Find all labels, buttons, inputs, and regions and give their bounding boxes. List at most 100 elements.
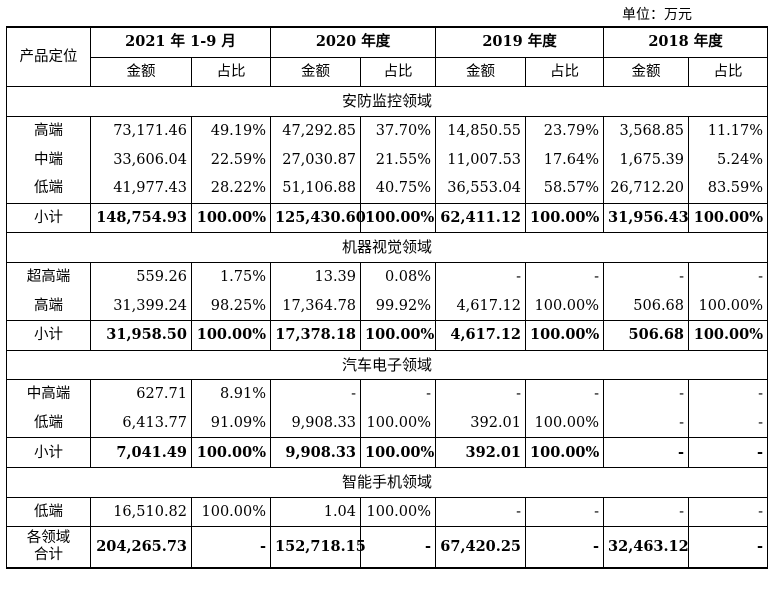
amount-cell: 6,413.77 xyxy=(90,408,192,438)
amount-header: 金额 xyxy=(435,56,527,88)
ratio-cell: 91.09% xyxy=(190,408,272,438)
ratio-cell: - xyxy=(688,437,769,468)
amount-cell: 17,378.18 xyxy=(270,319,362,351)
amount-cell: 16,510.82 xyxy=(90,497,192,527)
amount-cell: 31,958.50 xyxy=(90,319,192,351)
ratio-cell: - xyxy=(688,379,769,409)
ratio-cell: 40.75% xyxy=(360,173,437,204)
ratio-cell: - xyxy=(688,408,769,438)
grand-total-row: 各领域 合计 204,265.73-152,718.15-67,420.25-32,… xyxy=(6,526,769,570)
ratio-cell: 100.00% xyxy=(360,497,437,527)
amount-cell: 27,030.87 xyxy=(270,145,362,174)
ratio-header: 占比 xyxy=(688,56,769,88)
ratio-cell: 100.00% xyxy=(360,437,437,468)
row-label: 超高端 xyxy=(6,262,91,292)
amount-cell: 559.26 xyxy=(90,262,192,292)
amount-cell: 13.39 xyxy=(270,262,362,292)
ratio-cell: 22.59% xyxy=(190,145,272,174)
amount-header: 金额 xyxy=(90,56,192,88)
ratio-cell: - xyxy=(688,262,769,292)
grand-total-label-line2: 合计 xyxy=(34,547,63,564)
total-ratio-cell: - xyxy=(190,526,272,570)
ratio-header: 占比 xyxy=(190,56,272,88)
total-amount-cell: 67,420.25 xyxy=(435,526,527,570)
amount-cell: 4,617.12 xyxy=(435,291,527,321)
grand-total-label: 各领域 合计 xyxy=(6,526,91,570)
amount-cell: 7,041.49 xyxy=(90,437,192,468)
ratio-cell: 28.22% xyxy=(190,173,272,204)
ratio-cell: 100.00% xyxy=(688,319,769,351)
amount-cell: 17,364.78 xyxy=(270,291,362,321)
row-label: 高端 xyxy=(6,116,91,146)
amount-cell: 31,956.43 xyxy=(603,202,690,233)
ratio-cell: 0.08% xyxy=(360,262,437,292)
ratio-cell: 100.00% xyxy=(360,319,437,351)
row-label: 小计 xyxy=(6,319,91,351)
amount-cell: - xyxy=(435,379,527,409)
amount-cell: 31,399.24 xyxy=(90,291,192,321)
ratio-cell: 100.00% xyxy=(525,319,605,351)
ratio-cell: 100.00% xyxy=(525,202,605,233)
ratio-cell: 100.00% xyxy=(190,202,272,233)
row-label: 小计 xyxy=(6,202,91,233)
row-label: 低端 xyxy=(6,408,91,438)
amount-cell: - xyxy=(603,408,690,438)
period-header: 2021 年 1-9 月 xyxy=(89,25,272,58)
table-row: 中高端 627.71 8.91% - - - - - - xyxy=(6,379,769,409)
ratio-cell: 49.19% xyxy=(190,116,272,146)
amount-cell: 33,606.04 xyxy=(90,145,192,174)
amount-cell: 26,712.20 xyxy=(603,173,690,204)
ratio-cell: 21.55% xyxy=(360,145,437,174)
total-ratio-cell: - xyxy=(525,526,605,570)
amount-cell: 125,430.60 xyxy=(270,202,366,233)
section-header-row: 汽车电子领域 xyxy=(5,349,769,381)
amount-cell: 3,568.85 xyxy=(603,116,690,146)
ratio-cell: 98.25% xyxy=(190,291,272,321)
ratio-cell: 11.17% xyxy=(688,116,769,146)
amount-cell: 36,553.04 xyxy=(435,173,527,204)
period-header: 2020 年度 xyxy=(270,25,437,58)
ratio-cell: 23.79% xyxy=(525,116,605,146)
amount-cell: 4,617.12 xyxy=(435,319,527,351)
amount-cell: - xyxy=(435,262,527,292)
amount-cell: 506.68 xyxy=(603,291,690,321)
table-row: 中端 33,606.04 22.59% 27,030.87 21.55% 11,007.5… xyxy=(6,145,769,174)
amount-cell: 392.01 xyxy=(435,408,527,438)
amount-cell: - xyxy=(435,497,527,527)
amount-cell: 51,106.88 xyxy=(270,173,362,204)
amount-cell: - xyxy=(603,437,690,468)
ratio-cell: 99.92% xyxy=(360,291,437,321)
period-header: 2019 年度 xyxy=(435,25,605,58)
amount-cell: 11,007.53 xyxy=(435,145,527,174)
amount-cell: 47,292.85 xyxy=(270,116,362,146)
row-label: 高端 xyxy=(6,291,91,321)
ratio-cell: 37.70% xyxy=(360,116,437,146)
row-label: 低端 xyxy=(6,173,91,204)
ratio-cell: - xyxy=(525,379,605,409)
subtotal-row: 小计 148,754.93 100.00% 125,430.60 100.00% 62,4… xyxy=(6,202,769,233)
amount-header: 金额 xyxy=(270,56,362,88)
amount-cell: 14,850.55 xyxy=(435,116,527,146)
total-amount-cell: 32,463.12 xyxy=(603,526,690,570)
ratio-cell: 100.00% xyxy=(688,202,769,233)
ratio-cell: 1.75% xyxy=(190,262,272,292)
section-title: 汽车电子领域 xyxy=(5,349,769,381)
ratio-cell: 100.00% xyxy=(190,319,272,351)
table-row: 低端 16,510.82 100.00% 1.04 100.00% - - - - xyxy=(6,497,769,527)
amount-cell: 41,977.43 xyxy=(90,173,192,204)
subtotal-row: 小计 7,041.49 100.00% 9,908.33 100.00% 392.01 10… xyxy=(6,437,769,468)
header-row-periods: 产品定位 2021 年 1-9 月 2020 年度 2019 年度 2018 年… xyxy=(6,25,769,88)
revenue-by-segment-table: 产品定位 2021 年 1-9 月 2020 年度 2019 年度 2018 年… xyxy=(5,25,769,570)
ratio-cell: - xyxy=(688,497,769,527)
amount-cell: - xyxy=(603,497,690,527)
product-position-header: 产品定位 xyxy=(6,26,91,88)
amount-cell: - xyxy=(270,379,362,409)
section-header-row: 安防监控领域 xyxy=(5,86,769,117)
table-row: 超高端 559.26 1.75% 13.39 0.08% - - - - xyxy=(6,262,769,292)
table-row: 高端 73,171.46 49.19% 47,292.85 37.70% 14,850.5… xyxy=(6,116,769,146)
unit-label: 单位：万元 xyxy=(622,7,692,23)
amount-cell: 1.04 xyxy=(270,497,362,527)
ratio-cell: 100.00% xyxy=(190,437,272,468)
amount-cell: 73,171.46 xyxy=(90,116,192,146)
subtotal-row: 小计 31,958.50 100.00% 17,378.18 100.00% 4,617.… xyxy=(6,319,769,351)
